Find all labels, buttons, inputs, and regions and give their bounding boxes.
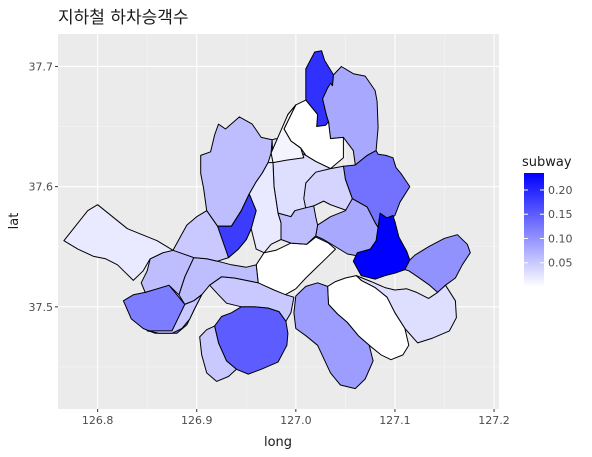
legend-label: 0.20 [548,184,573,197]
region-7 [270,104,305,164]
region-18 [199,325,237,382]
region-10 [315,198,382,257]
x-tick-label: 127.2 [478,414,510,427]
region-2 [322,66,379,166]
map-regions [63,50,471,390]
x-tick-label: 127.0 [280,414,312,427]
legend-label: 0.10 [548,232,573,245]
legend-colorbar [524,173,544,287]
chart-title: 지하철 하차승객수 [58,8,189,28]
y-tick-label: 37.5 [29,301,54,314]
region-20 [178,257,259,305]
x-tick-label: 126.8 [82,414,114,427]
legend-ticks: 0.05 0.10 0.15 0.20 [524,184,573,270]
x-tick-label: 126.9 [181,414,213,427]
y-tick-label: 37.6 [29,181,54,194]
region-12 [404,234,471,293]
legend: subway 0.05 0.10 0.15 0.20 [522,155,573,287]
legend-label: 0.05 [548,257,573,270]
region-24 [63,204,174,281]
x-axis-title: long [264,435,292,450]
region-9 [303,165,353,212]
legend-title: subway [522,155,572,170]
region-11 [352,212,411,280]
x-axis-ticks: 126.8 126.9 127.0 127.1 127.2 [82,409,510,427]
legend-label: 0.15 [548,208,573,221]
y-axis-ticks: 37.5 37.6 37.7 [29,60,58,314]
y-axis-title: lat [7,213,22,230]
x-tick-label: 127.1 [379,414,411,427]
region-22 [146,294,203,334]
region-28 [277,205,319,245]
region-15 [293,282,374,390]
y-tick-label: 37.7 [29,60,54,73]
